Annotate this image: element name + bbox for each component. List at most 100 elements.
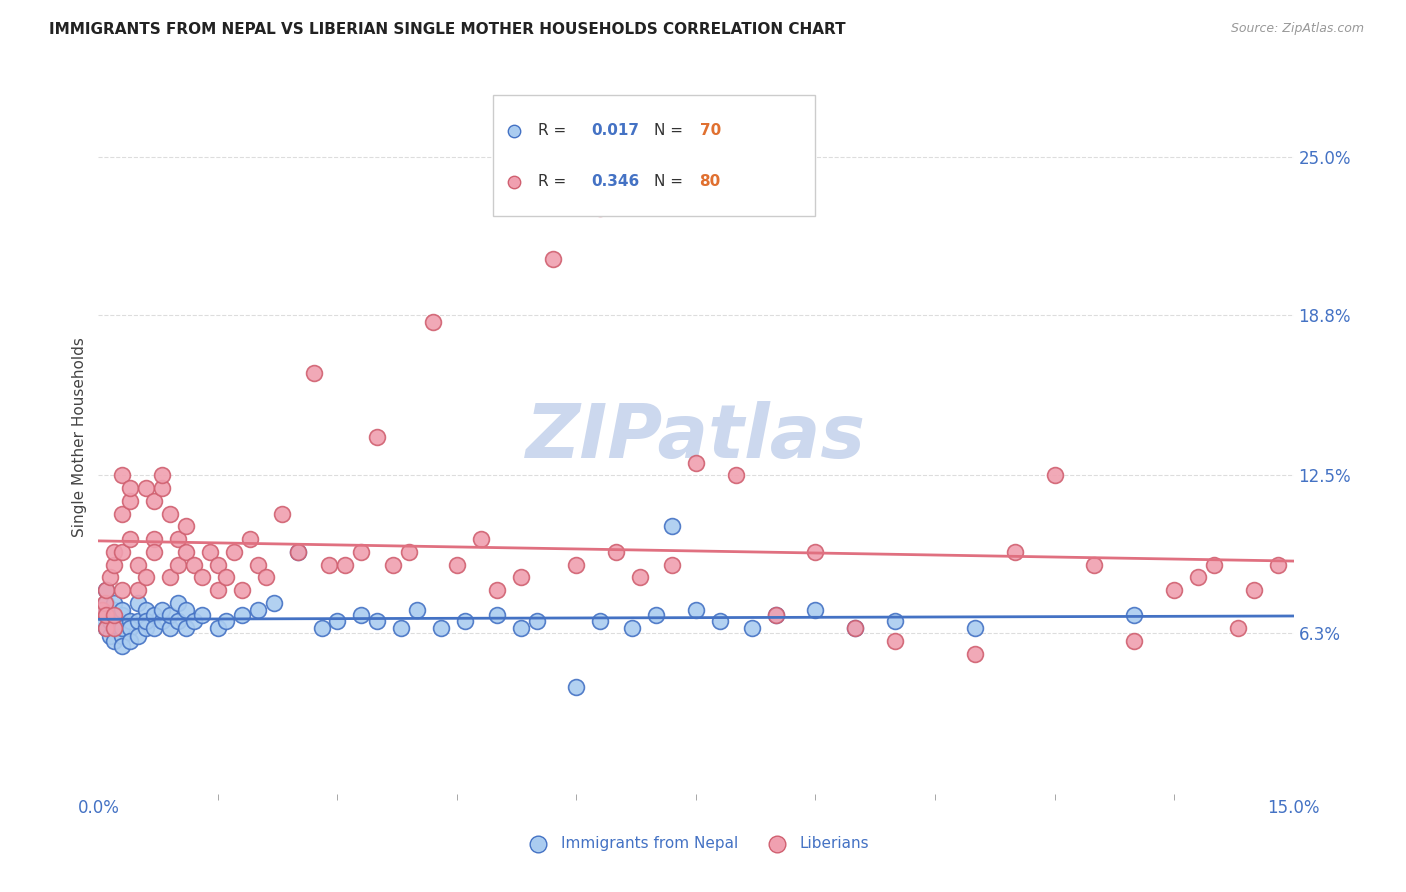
- Point: [526, 614, 548, 628]
- Point: [96, 596, 118, 610]
- Point: [135, 621, 157, 635]
- Text: R =: R =: [538, 123, 571, 138]
- Point: [103, 545, 125, 559]
- Point: [111, 507, 134, 521]
- Text: N =: N =: [654, 175, 688, 189]
- Point: [254, 570, 277, 584]
- Point: [96, 582, 118, 597]
- Point: [111, 545, 134, 559]
- Point: [120, 532, 142, 546]
- Point: [470, 532, 492, 546]
- Point: [143, 532, 166, 546]
- Point: [231, 582, 253, 597]
- Point: [111, 603, 134, 617]
- Text: Source: ZipAtlas.com: Source: ZipAtlas.com: [1230, 22, 1364, 36]
- Point: [621, 621, 644, 635]
- Point: [246, 558, 269, 572]
- Point: [167, 596, 190, 610]
- Point: [661, 519, 683, 533]
- Point: [150, 603, 173, 617]
- Point: [287, 545, 309, 559]
- Point: [120, 493, 142, 508]
- Point: [335, 558, 357, 572]
- Point: [454, 614, 477, 628]
- Point: [263, 596, 285, 610]
- Point: [605, 545, 627, 559]
- Point: [844, 621, 866, 635]
- Point: [246, 603, 269, 617]
- Point: [406, 603, 429, 617]
- Point: [884, 614, 907, 628]
- Point: [741, 621, 763, 635]
- Point: [91, 614, 114, 628]
- Point: [96, 608, 118, 623]
- Point: [366, 430, 388, 444]
- Point: [150, 481, 173, 495]
- Point: [1267, 558, 1289, 572]
- Point: [844, 621, 866, 635]
- Point: [685, 603, 707, 617]
- Point: [183, 614, 205, 628]
- Point: [98, 570, 122, 584]
- Point: [120, 621, 142, 635]
- Point: [326, 614, 349, 628]
- Point: [963, 647, 986, 661]
- Point: [174, 545, 197, 559]
- Point: [215, 570, 238, 584]
- Legend: Immigrants from Nepal, Liberians: Immigrants from Nepal, Liberians: [517, 830, 875, 857]
- Point: [685, 456, 707, 470]
- Point: [509, 570, 531, 584]
- Point: [765, 608, 787, 623]
- Point: [311, 621, 333, 635]
- Point: [191, 608, 214, 623]
- Point: [120, 634, 142, 648]
- Point: [150, 614, 173, 628]
- Text: ZIPatlas: ZIPatlas: [526, 401, 866, 474]
- Point: [111, 629, 134, 643]
- Point: [724, 468, 747, 483]
- Point: [159, 608, 181, 623]
- Point: [350, 545, 373, 559]
- Point: [127, 596, 149, 610]
- Point: [120, 481, 142, 495]
- Point: [804, 545, 827, 559]
- Point: [96, 621, 118, 635]
- Point: [215, 614, 238, 628]
- Point: [541, 252, 564, 266]
- Text: 0.017: 0.017: [591, 123, 638, 138]
- Point: [174, 621, 197, 635]
- Point: [98, 614, 122, 628]
- Point: [485, 582, 508, 597]
- Point: [645, 608, 668, 623]
- Point: [389, 621, 412, 635]
- Point: [174, 519, 197, 533]
- Text: R =: R =: [538, 175, 571, 189]
- Point: [709, 614, 731, 628]
- Point: [589, 614, 612, 628]
- Point: [302, 367, 325, 381]
- Point: [103, 596, 125, 610]
- Point: [107, 614, 129, 628]
- Point: [287, 545, 309, 559]
- Point: [398, 545, 420, 559]
- Point: [111, 468, 134, 483]
- Point: [1226, 621, 1249, 635]
- Point: [159, 507, 181, 521]
- Point: [96, 621, 118, 635]
- Point: [1004, 545, 1026, 559]
- Point: [1123, 634, 1146, 648]
- Point: [804, 603, 827, 617]
- Point: [1187, 570, 1209, 584]
- Point: [661, 558, 683, 572]
- Point: [628, 570, 651, 584]
- Point: [1243, 582, 1265, 597]
- Point: [183, 558, 205, 572]
- Point: [143, 493, 166, 508]
- Point: [91, 603, 114, 617]
- Point: [565, 558, 588, 572]
- Point: [382, 558, 405, 572]
- Point: [1123, 608, 1146, 623]
- Point: [422, 315, 444, 329]
- Point: [366, 614, 388, 628]
- Point: [1043, 468, 1066, 483]
